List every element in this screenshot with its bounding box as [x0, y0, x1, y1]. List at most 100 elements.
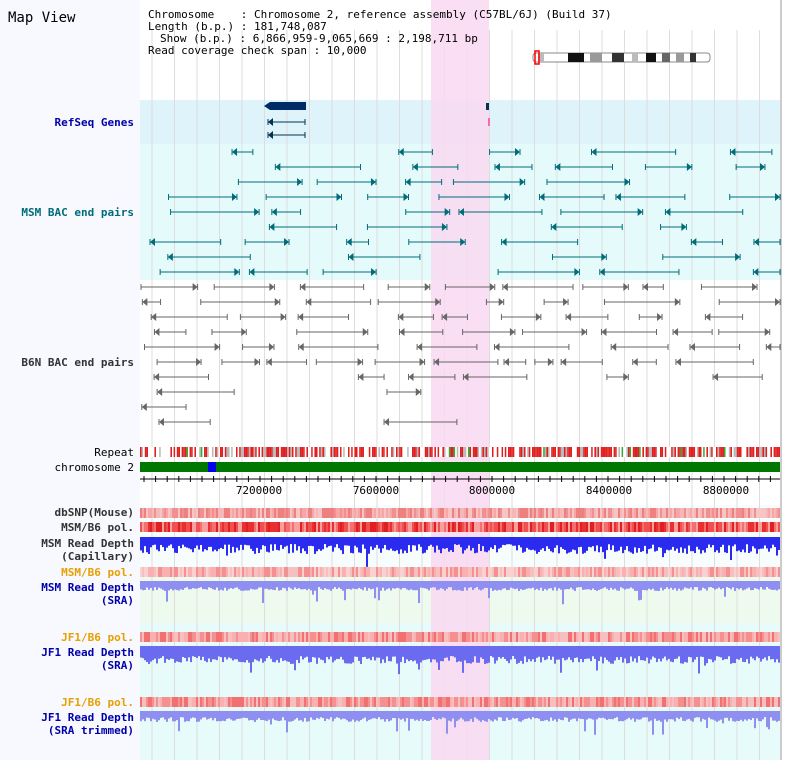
jf1-depth-bar — [648, 646, 650, 664]
jf1-depth-bar — [292, 646, 294, 664]
track-label-chromosome[interactable]: chromosome 2 — [54, 461, 134, 474]
jf1-pol-trim-mark — [692, 697, 694, 707]
msm-depth-capillary-bar — [700, 537, 702, 554]
jf1-pol-mark — [570, 632, 572, 642]
dbsnp-mark — [652, 508, 654, 518]
jf1-depth-bar — [578, 646, 580, 663]
track-label-jf1-depth[interactable]: JF1 Read Depth (SRA) — [41, 646, 134, 672]
jf1-pol-mark — [326, 632, 328, 642]
msm-pol-sra-mark — [318, 567, 320, 577]
jf1-depth-bar — [152, 646, 154, 661]
jf1-depth-bar — [240, 646, 242, 663]
msm-pol-mark — [184, 522, 186, 532]
jf1-pol-mark — [538, 632, 540, 642]
dbsnp-mark — [296, 508, 298, 518]
dbsnp-mark — [250, 508, 252, 518]
msm-pol-sra-mark — [564, 567, 566, 577]
msm-pol-mark — [338, 522, 340, 532]
jf1-pol-trim-mark — [256, 697, 258, 707]
msm-depth-capillary-bar — [374, 537, 376, 548]
jf1-depth-trim-bar — [226, 711, 228, 719]
jf1-pol-mark — [330, 632, 332, 642]
msm-pol-mark — [628, 522, 630, 532]
msm-depth-capillary-bar — [622, 537, 624, 554]
msm-depth-capillary-bar — [454, 537, 456, 545]
msm-depth-sra-bar — [768, 581, 770, 589]
track-label-jf1-depth-trimmed[interactable]: JF1 Read Depth (SRA trimmed) — [41, 711, 134, 737]
dbsnp-mark — [282, 508, 284, 518]
jf1-depth-bar — [190, 646, 192, 663]
feature-arrow — [274, 298, 280, 306]
dbsnp-mark — [748, 508, 750, 518]
msm-pol-mark — [610, 522, 612, 532]
msm-pol-mark — [380, 522, 382, 532]
msm-depth-sra-bar — [452, 581, 454, 591]
msm-pol-sra-mark — [740, 567, 742, 577]
jf1-depth-trim-bar — [342, 711, 344, 719]
feature-arrow — [298, 343, 304, 351]
msm-depth-capillary-bar — [672, 537, 674, 547]
msm-depth-capillary-bar — [290, 537, 292, 545]
jf1-pol-mark — [724, 632, 726, 642]
msm-pol-mark — [308, 522, 310, 532]
msm-depth-capillary-bar — [278, 537, 280, 551]
msm-depth-capillary-bar — [542, 537, 544, 549]
jf1-depth-trim-bar — [140, 711, 142, 722]
jf1-pol-mark — [698, 632, 700, 642]
jf1-depth-trim-bar — [680, 711, 682, 718]
dbsnp-mark — [280, 508, 282, 518]
msm-depth-sra-bar — [492, 581, 494, 591]
jf1-depth-bar — [522, 646, 524, 664]
track-label-msm-pol[interactable]: MSM/B6 pol. — [61, 521, 134, 534]
jf1-pol-trim-mark — [334, 697, 336, 707]
repeat-mark — [765, 447, 768, 457]
jf1-pol-trim-mark — [642, 697, 644, 707]
jf1-depth-bar — [710, 646, 712, 660]
dbsnp-mark — [756, 508, 758, 518]
msm-depth-capillary-bar — [670, 537, 672, 550]
msm-depth-sra-bar — [582, 581, 584, 590]
jf1-depth-trim-bar — [168, 711, 170, 719]
msm-pol-sra-mark — [336, 567, 338, 577]
dbsnp-mark — [334, 508, 336, 518]
repeat-mark — [696, 447, 699, 457]
msm-pol-sra-mark — [308, 567, 310, 577]
msm-pol-sra-mark — [606, 567, 608, 577]
track-label-msm-depth-capillary[interactable]: MSM Read Depth (Capillary) — [41, 537, 134, 563]
jf1-depth-bar — [340, 646, 342, 657]
msm-pol-mark — [280, 522, 282, 532]
dbsnp-mark — [588, 508, 590, 518]
dbsnp-mark — [608, 508, 610, 518]
jf1-pol-trim-mark — [188, 697, 190, 707]
msm-pol-mark — [270, 522, 272, 532]
track-label-jf1-pol-trimmed[interactable]: JF1/B6 pol. — [61, 696, 134, 709]
msm-depth-capillary-bar — [658, 537, 660, 548]
track-label-msm-pol-sra[interactable]: MSM/B6 pol. — [61, 566, 134, 579]
repeat-mark — [157, 447, 160, 457]
msm-pol-mark — [218, 522, 220, 532]
track-label-msm-bac[interactable]: MSM BAC end pairs — [21, 206, 134, 219]
msm-depth-capillary-bar — [756, 537, 758, 554]
track-label-dbsnp[interactable]: dbSNP(Mouse) — [54, 506, 134, 519]
repeat-mark — [580, 447, 582, 457]
msm-depth-sra-bar — [154, 581, 156, 588]
jf1-depth-trim-bar — [152, 711, 154, 719]
track-label-repeat[interactable]: Repeat — [94, 446, 134, 459]
repeat-mark — [188, 447, 190, 457]
dbsnp-mark — [526, 508, 528, 518]
repeat-mark — [684, 447, 686, 457]
msm-depth-sra-bar — [314, 581, 316, 591]
jf1-depth-bar — [222, 646, 224, 663]
jf1-pol-trim-mark — [510, 697, 512, 707]
track-label-refseq-genes[interactable]: RefSeq Genes — [54, 116, 134, 129]
repeat-mark — [632, 447, 635, 457]
track-label-msm-depth-sra[interactable]: MSM Read Depth (SRA) — [41, 581, 134, 607]
msm-depth-sra-bar — [728, 581, 730, 588]
dbsnp-mark — [630, 508, 632, 518]
msm-depth-capillary-bar — [528, 537, 530, 550]
dbsnp-mark — [156, 508, 158, 518]
track-label-b6n-bac[interactable]: B6N BAC end pairs — [21, 356, 134, 369]
track-label-jf1-pol[interactable]: JF1/B6 pol. — [61, 631, 134, 644]
msm-pol-mark — [192, 522, 194, 532]
